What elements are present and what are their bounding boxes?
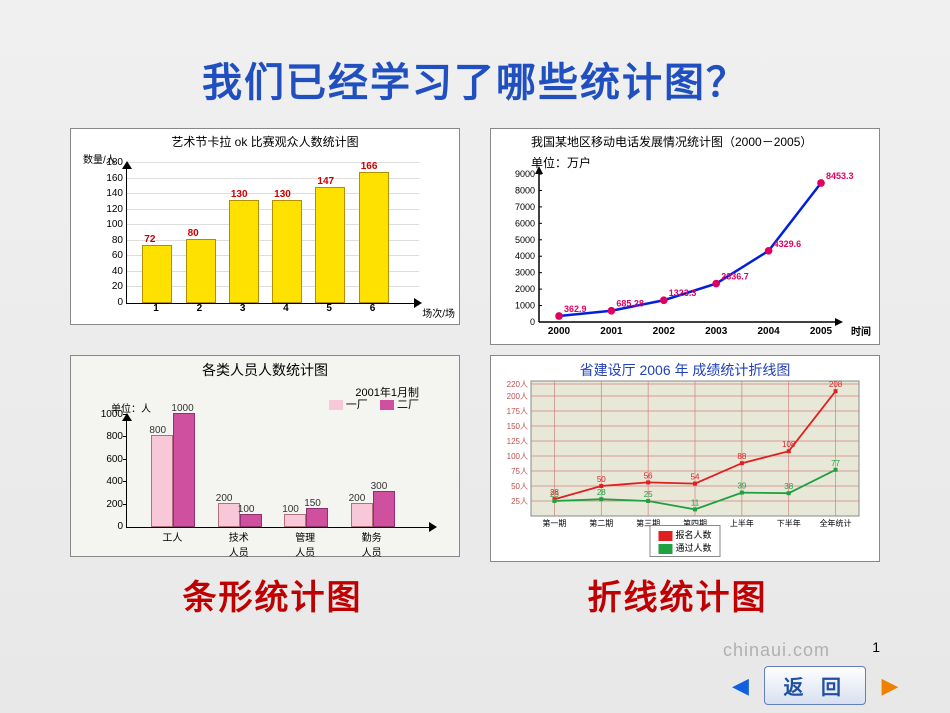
- chart-line-scores: 省建设厅 2006 年 成绩统计折线图 25人50人75人100人125人150…: [490, 355, 880, 562]
- bar: [186, 239, 216, 303]
- bar: [272, 200, 302, 303]
- bar: [229, 200, 259, 303]
- nav-next-icon[interactable]: ▶: [870, 670, 910, 702]
- chart-grid: 艺术节卡拉 ok 比赛观众人数统计图 数量/人 场次/场 20406080100…: [0, 108, 950, 562]
- svg-text:2004: 2004: [757, 326, 780, 337]
- legend-label-2: 二厂: [397, 399, 419, 411]
- watermark: chinaui.com: [723, 640, 830, 661]
- page-number: 1: [872, 639, 880, 655]
- svg-text:第二期: 第二期: [589, 518, 613, 528]
- svg-text:175人: 175人: [507, 407, 528, 416]
- svg-text:125人: 125人: [507, 437, 528, 446]
- svg-text:150人: 150人: [507, 422, 528, 431]
- svg-text:2336.7: 2336.7: [721, 272, 749, 282]
- label-line-chart: 折线统计图: [588, 570, 768, 619]
- svg-text:2000: 2000: [515, 284, 535, 294]
- svg-text:11: 11: [691, 498, 700, 507]
- svg-text:220人: 220人: [507, 380, 528, 389]
- svg-text:9000: 9000: [515, 169, 535, 179]
- svg-text:2003: 2003: [705, 326, 728, 337]
- svg-text:0: 0: [530, 317, 535, 327]
- svg-text:2005: 2005: [810, 326, 833, 337]
- bar: [142, 245, 172, 303]
- chart-bar-staff: 各类人员人数统计图 2001年1月制 单位：人 一厂 二厂 2004006008…: [70, 355, 460, 557]
- svg-text:2002: 2002: [653, 326, 676, 337]
- svg-text:上半年: 上半年: [730, 518, 754, 528]
- svg-text:108: 108: [782, 440, 796, 449]
- svg-text:2001: 2001: [600, 326, 623, 337]
- svg-text:3000: 3000: [515, 268, 535, 278]
- svg-text:5000: 5000: [515, 235, 535, 245]
- legend-label-b: 通过人数: [675, 543, 711, 553]
- svg-text:25人: 25人: [511, 497, 528, 506]
- svg-text:25: 25: [550, 490, 559, 499]
- legend-swatch-a: [658, 531, 672, 541]
- chart1-title: 艺术节卡拉 ok 比赛观众人数统计图: [71, 129, 459, 154]
- svg-text:7000: 7000: [515, 202, 535, 212]
- svg-text:50: 50: [597, 475, 606, 484]
- svg-text:56: 56: [644, 471, 653, 480]
- svg-text:28: 28: [597, 488, 606, 497]
- svg-text:6000: 6000: [515, 218, 535, 228]
- svg-text:1323.3: 1323.3: [669, 288, 697, 298]
- legend-label-1: 一厂: [346, 399, 368, 411]
- svg-text:54: 54: [691, 473, 700, 482]
- bar: [359, 172, 389, 303]
- svg-text:39: 39: [737, 482, 746, 491]
- legend-swatch-1: [329, 400, 343, 410]
- svg-text:50人: 50人: [511, 482, 528, 491]
- svg-text:下半年: 下半年: [777, 518, 801, 528]
- page-title: 我们已经学习了哪些统计图？: [0, 0, 950, 108]
- svg-text:38: 38: [784, 482, 793, 491]
- svg-text:200人: 200人: [507, 392, 528, 401]
- nav-back-button[interactable]: 返 回: [764, 666, 866, 705]
- svg-text:4329.6: 4329.6: [774, 239, 802, 249]
- svg-text:8000: 8000: [515, 185, 535, 195]
- chart2-svg: 0 1000 2000 3000 4000 5000 6000 7000 8000 9000 362…: [491, 129, 871, 344]
- nav-controls: ◀ 返 回 ▶: [720, 666, 910, 705]
- svg-text:100人: 100人: [507, 452, 528, 461]
- chart3-legend: 一厂 二厂: [329, 396, 419, 412]
- nav-prev-icon[interactable]: ◀: [720, 670, 760, 702]
- legend-swatch-b: [658, 544, 672, 554]
- chart3-title: 各类人员人数统计图: [71, 356, 459, 384]
- svg-text:75人: 75人: [511, 467, 528, 476]
- svg-text:208: 208: [829, 380, 843, 389]
- chart-line-mobile: 我国某地区移动电话发展情况统计图（2000－2005） 单位：万户 时间 010…: [490, 128, 880, 345]
- bar: [315, 187, 345, 303]
- svg-text:2000: 2000: [548, 326, 571, 337]
- svg-text:77: 77: [831, 459, 840, 468]
- svg-text:第一期: 第一期: [542, 518, 566, 528]
- chart1-xlabel: 场次/场: [422, 305, 455, 320]
- legend-label-a: 报名人数: [675, 530, 711, 540]
- svg-text:8453.3: 8453.3: [826, 171, 854, 181]
- svg-text:685.28: 685.28: [616, 299, 644, 309]
- svg-text:88: 88: [737, 452, 746, 461]
- legend-swatch-2: [380, 400, 394, 410]
- svg-text:4000: 4000: [515, 251, 535, 261]
- svg-text:全年统计: 全年统计: [820, 518, 852, 528]
- chart-bar-karaoke: 艺术节卡拉 ok 比赛观众人数统计图 数量/人 场次/场 20406080100…: [70, 128, 460, 325]
- svg-text:362.9: 362.9: [564, 304, 587, 314]
- chart4-legend: 报名人数 通过人数: [649, 525, 720, 557]
- svg-text:1000: 1000: [515, 301, 535, 311]
- svg-text:25: 25: [644, 490, 653, 499]
- label-bar-chart: 条形统计图: [183, 570, 363, 619]
